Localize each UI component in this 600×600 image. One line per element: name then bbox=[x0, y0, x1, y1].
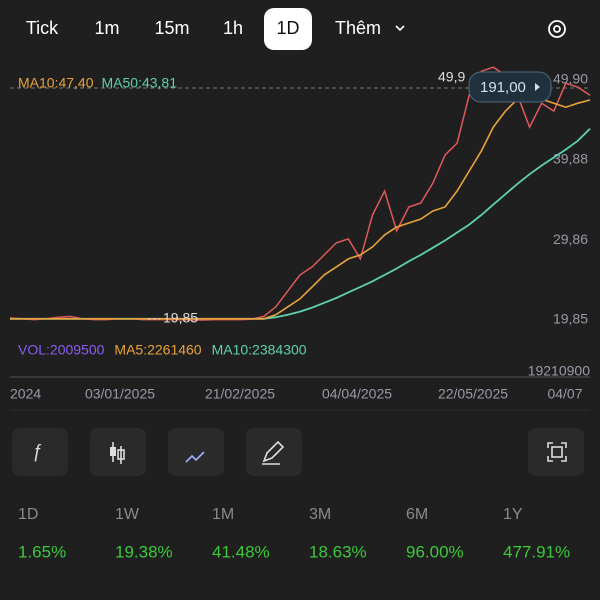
tab[interactable]: Tick bbox=[26, 18, 59, 38]
volume-indicator: MA5:2261460 bbox=[114, 342, 201, 358]
badge-arrow bbox=[535, 83, 540, 91]
toolbar: ƒ bbox=[12, 428, 584, 476]
gear-ring bbox=[548, 20, 566, 38]
period-change: 19.38% bbox=[115, 542, 173, 561]
gear-center bbox=[553, 25, 561, 33]
tab[interactable]: 1m bbox=[94, 18, 119, 38]
last-price: 191,00 bbox=[480, 79, 526, 96]
tab[interactable]: Thêm bbox=[335, 18, 381, 38]
period-change: 477.91% bbox=[503, 542, 570, 561]
date-label: 04/07 bbox=[547, 386, 582, 402]
period-label: 3M bbox=[309, 506, 331, 523]
last-price-badge bbox=[468, 71, 552, 103]
volume-indicator: MA10:2384300 bbox=[212, 342, 307, 358]
price-chart: 49,90 39,88 29,86 19,85 MA10:47,40 MA50:43,81… bbox=[9, 66, 591, 402]
period-label: 1Y bbox=[503, 506, 523, 523]
tab-selected-bg bbox=[264, 8, 312, 50]
high-label: 49,9 bbox=[438, 69, 465, 85]
fx-icon: ƒ bbox=[32, 441, 42, 461]
date-label: 03/01/2025 bbox=[85, 386, 155, 402]
tab-bar: Tick 1m 15m 1h 1D Thêm bbox=[26, 8, 405, 50]
price-axis-label: 19,85 bbox=[553, 311, 588, 327]
tab[interactable]: 1D bbox=[276, 18, 299, 38]
ai-icon bbox=[185, 451, 205, 463]
date-label: 21/02/2025 bbox=[205, 386, 275, 402]
period-change: 41.48% bbox=[212, 542, 270, 561]
low-label: 19,85 bbox=[163, 310, 198, 326]
fx-button[interactable] bbox=[12, 428, 68, 476]
period-label: 1D bbox=[18, 506, 38, 523]
period-label: 6M bbox=[406, 506, 428, 523]
date-label: 04/04/2025 bbox=[322, 386, 392, 402]
volume-axis-label: 19210900 bbox=[528, 363, 591, 379]
period-change: 1.65% bbox=[18, 542, 66, 561]
fullscreen-icon bbox=[547, 442, 567, 462]
candle-icon-body bbox=[110, 447, 116, 456]
date-label: 22/05/2025 bbox=[438, 386, 508, 402]
tab[interactable]: 15m bbox=[154, 18, 189, 38]
date-label: 2024 bbox=[10, 386, 41, 402]
period-label: 1M bbox=[212, 506, 234, 523]
ma10-line bbox=[10, 94, 591, 320]
price-line bbox=[9, 66, 591, 321]
price-axis-label: 29,86 bbox=[553, 231, 588, 247]
dropdown-chevron bbox=[395, 25, 405, 32]
fullscreen-icon-box bbox=[551, 446, 563, 458]
ai-button[interactable] bbox=[168, 428, 224, 476]
candle-icon-body2 bbox=[117, 449, 125, 460]
volume-indicator: VOL:2009500 bbox=[18, 342, 105, 358]
pen-icon bbox=[262, 440, 285, 465]
indicator-label: MA10:47,40 bbox=[18, 75, 94, 91]
period-label: 1W bbox=[115, 506, 140, 523]
period-change: 96.00% bbox=[406, 542, 464, 561]
settings-icon[interactable] bbox=[548, 20, 566, 38]
price-axis-label: 49,90 bbox=[553, 71, 588, 87]
fullscreen-button[interactable] bbox=[528, 428, 584, 476]
indicator-label: MA50:43,81 bbox=[102, 75, 178, 91]
performance: 1D 1.65% 1W 19.38% 1M 41.48% 3M 18.63% 6M 96.00% 1… bbox=[18, 506, 570, 561]
price-axis-label: 39,88 bbox=[553, 151, 588, 167]
period-change: 18.63% bbox=[309, 542, 367, 561]
tab[interactable]: 1h bbox=[223, 18, 243, 38]
draw-button[interactable] bbox=[246, 428, 302, 476]
